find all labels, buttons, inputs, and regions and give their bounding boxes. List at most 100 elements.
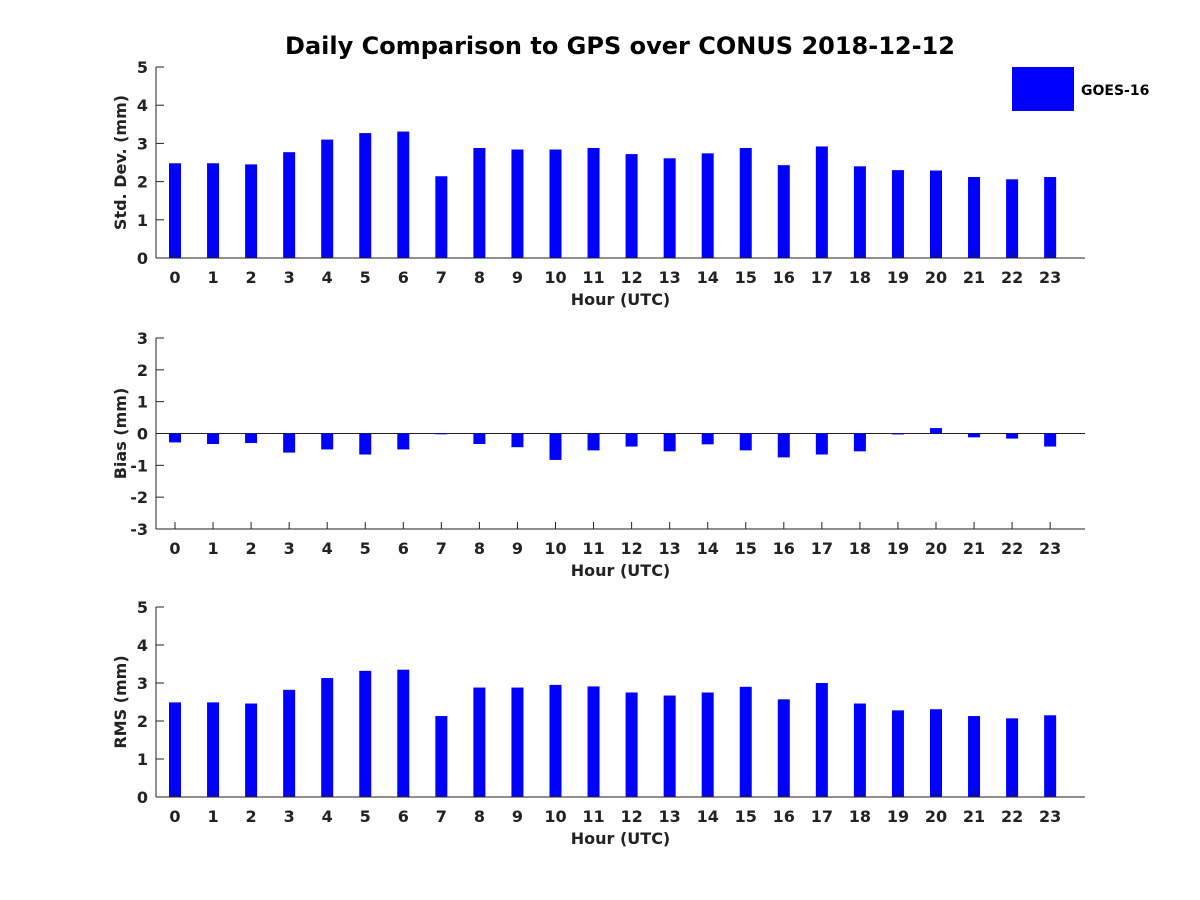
rms-bar-hour-19 <box>891 710 904 797</box>
rms-x-tick-label: 1 <box>207 807 218 826</box>
rms-x-tick-label: 5 <box>360 807 371 826</box>
std-dev-y-tick-label: 2 <box>137 173 148 192</box>
bias-bar-hour-2 <box>245 433 258 444</box>
bias-bar-hour-12 <box>625 433 638 447</box>
std-dev-x-tick-label: 3 <box>284 268 295 287</box>
rms-y-tick-label: 0 <box>137 788 148 807</box>
std-dev-x-axis-label: Hour (UTC) <box>571 290 671 309</box>
rms-x-tick-label: 2 <box>246 807 257 826</box>
rms-bar-hour-13 <box>663 695 676 797</box>
std-dev-bar-hour-11 <box>587 147 600 258</box>
std-dev-bar-hour-8 <box>473 147 486 258</box>
rms-bar-hour-1 <box>207 702 220 797</box>
std-dev-bar-hour-22 <box>1006 179 1019 258</box>
std-dev-x-tick-label: 9 <box>512 268 523 287</box>
bias-bar-hour-19 <box>891 433 904 435</box>
bias-y-tick-label: -3 <box>130 520 148 539</box>
rms-x-tick-label: 0 <box>169 807 180 826</box>
bias-x-tick-label: 8 <box>474 539 485 558</box>
bias-bar-hour-20 <box>930 428 942 434</box>
std-dev-x-tick-label: 13 <box>659 268 681 287</box>
std-dev-x-tick-label: 12 <box>620 268 642 287</box>
rms-x-tick-label: 14 <box>697 807 719 826</box>
std-dev-y-tick-label: 0 <box>137 249 148 268</box>
rms-y-tick-label: 4 <box>137 636 148 655</box>
std-dev-x-tick-label: 7 <box>436 268 447 287</box>
bias-bar-hour-16 <box>777 433 790 458</box>
std-dev-x-tick-label: 11 <box>582 268 604 287</box>
std-dev-x-tick-label: 16 <box>773 268 795 287</box>
rms-x-tick-label: 23 <box>1039 807 1061 826</box>
std-dev-y-tick-label: 1 <box>137 211 148 230</box>
bias-bar-hour-23 <box>1044 433 1057 447</box>
bias-x-tick-label: 12 <box>620 539 642 558</box>
std-dev-bar-hour-9 <box>511 149 524 258</box>
rms-x-tick-label: 6 <box>398 807 409 826</box>
rms-bar-hour-17 <box>815 683 828 797</box>
std-dev-bar-hour-21 <box>968 177 981 258</box>
bias-x-tick-label: 3 <box>284 539 295 558</box>
bias-x-tick-label: 1 <box>207 539 218 558</box>
bias-bar-hour-3 <box>283 433 296 453</box>
std-dev-x-tick-label: 0 <box>169 268 180 287</box>
bias-bar-hour-15 <box>739 433 752 451</box>
std-dev-bar-hour-20 <box>930 170 942 258</box>
std-dev-bar-hour-0 <box>169 163 181 258</box>
rms-bar-hour-6 <box>397 669 410 797</box>
rms-x-tick-label: 19 <box>887 807 909 826</box>
bias-y-tick-label: -1 <box>130 456 148 475</box>
rms-bar-hour-4 <box>321 678 334 797</box>
bias-bar-hour-7 <box>435 433 448 435</box>
std-dev-bar-hour-15 <box>739 147 752 258</box>
bias-x-tick-label: 6 <box>398 539 409 558</box>
rms-y-axis-label: RMS (mm) <box>111 655 130 748</box>
bias-y-tick-label: 3 <box>137 329 148 348</box>
rms-x-tick-label: 3 <box>284 807 295 826</box>
rms-x-axis-label: Hour (UTC) <box>571 829 671 848</box>
rms-bar-hour-3 <box>283 689 296 797</box>
std-dev-bar-hour-3 <box>283 152 296 258</box>
rms-x-tick-label: 4 <box>322 807 333 826</box>
rms-y-tick-label: 2 <box>137 712 148 731</box>
std-dev-x-tick-label: 8 <box>474 268 485 287</box>
std-dev-x-tick-label: 10 <box>544 268 566 287</box>
std-dev-x-tick-label: 18 <box>849 268 871 287</box>
bias-bar-hour-4 <box>321 433 334 450</box>
bias-x-tick-label: 2 <box>246 539 257 558</box>
rms-x-tick-label: 15 <box>735 807 757 826</box>
std-dev-bar-hour-18 <box>853 166 866 258</box>
rms-bar-hour-7 <box>435 716 448 797</box>
bias-bar-hour-14 <box>701 433 714 445</box>
rms-bar-hour-14 <box>701 692 714 797</box>
std-dev-y-tick-label: 4 <box>137 96 148 115</box>
bias-x-tick-label: 18 <box>849 539 871 558</box>
bias-bar-hour-21 <box>968 433 981 438</box>
bias-y-tick-label: 2 <box>137 361 148 380</box>
std-dev-bar-hour-1 <box>207 163 220 258</box>
bias-x-tick-label: 22 <box>1001 539 1023 558</box>
std-dev-x-tick-label: 21 <box>963 268 985 287</box>
std-dev-x-tick-label: 19 <box>887 268 909 287</box>
bias-bar-hour-5 <box>359 433 372 455</box>
rms-x-tick-label: 9 <box>512 807 523 826</box>
std-dev-bar-hour-23 <box>1044 177 1057 258</box>
legend: GOES-16 <box>1012 67 1149 111</box>
std-dev-x-tick-label: 23 <box>1039 268 1061 287</box>
std-dev-bar-hour-6 <box>397 131 410 258</box>
rms-bar-hour-9 <box>511 687 524 797</box>
bias-bar-hour-9 <box>511 433 524 448</box>
std-dev-x-tick-label: 6 <box>398 268 409 287</box>
bias-x-tick-label: 11 <box>582 539 604 558</box>
std-dev-bar-hour-4 <box>321 139 334 258</box>
bias-x-tick-label: 0 <box>169 539 180 558</box>
std-dev-x-tick-label: 5 <box>360 268 371 287</box>
std-dev-y-tick-label: 5 <box>137 58 148 77</box>
std-dev-x-tick-label: 2 <box>246 268 257 287</box>
bias-y-tick-label: 0 <box>137 425 148 444</box>
std-dev-x-tick-label: 22 <box>1001 268 1023 287</box>
rms-x-tick-label: 7 <box>436 807 447 826</box>
